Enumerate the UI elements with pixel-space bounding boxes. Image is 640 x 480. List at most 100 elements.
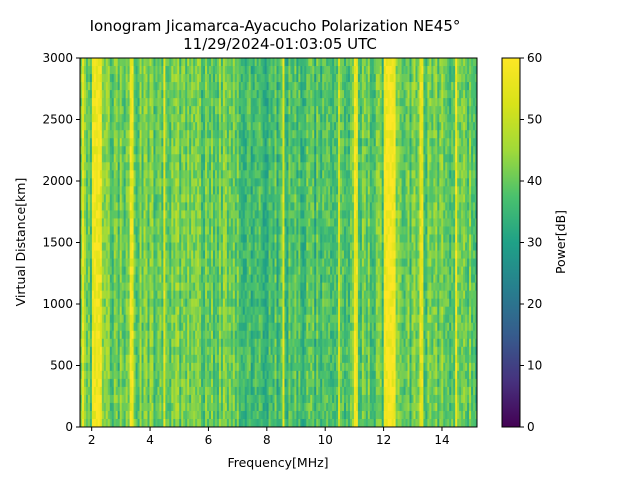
heatmap-cell bbox=[256, 146, 260, 155]
heatmap-cell bbox=[240, 354, 244, 364]
heatmap-cell bbox=[80, 218, 83, 227]
heatmap-cell bbox=[165, 242, 168, 251]
heatmap-cell bbox=[226, 98, 230, 107]
heatmap-cell bbox=[115, 74, 119, 83]
heatmap-cell bbox=[207, 226, 210, 235]
heatmap-cell bbox=[209, 410, 212, 420]
heatmap-cell bbox=[240, 162, 244, 171]
heatmap-cell bbox=[85, 226, 89, 235]
heatmap-cell bbox=[179, 410, 182, 420]
heatmap-cell bbox=[264, 114, 267, 123]
heatmap-cell bbox=[242, 346, 246, 356]
heatmap-cell bbox=[270, 362, 273, 372]
heatmap-cell bbox=[264, 418, 267, 427]
heatmap-cell bbox=[272, 242, 275, 251]
heatmap-cell bbox=[238, 290, 242, 300]
heatmap-cell bbox=[220, 322, 224, 332]
heatmap-cell bbox=[155, 362, 158, 372]
heatmap-cell bbox=[113, 178, 117, 187]
heatmap-cell bbox=[216, 218, 220, 227]
heatmap-cell bbox=[167, 106, 170, 115]
heatmap-cell bbox=[93, 170, 97, 179]
heatmap-cell bbox=[103, 178, 107, 187]
heatmap-cell bbox=[256, 186, 260, 195]
heatmap-cell bbox=[85, 322, 89, 332]
heatmap-cell bbox=[244, 314, 248, 324]
heatmap-cell bbox=[105, 418, 109, 427]
heatmap-cell bbox=[201, 362, 204, 372]
heatmap-cell bbox=[252, 114, 256, 123]
heatmap-cell bbox=[145, 250, 148, 259]
heatmap-cell bbox=[175, 322, 178, 332]
heatmap-cell bbox=[280, 378, 283, 388]
heatmap-cell bbox=[284, 82, 287, 91]
heatmap-cell bbox=[189, 234, 192, 243]
heatmap-cell bbox=[175, 338, 178, 348]
heatmap-cell bbox=[129, 122, 133, 131]
heatmap-cell bbox=[115, 346, 119, 356]
heatmap-cell bbox=[209, 130, 212, 139]
heatmap-cell bbox=[175, 282, 178, 292]
heatmap-cell bbox=[179, 362, 182, 372]
heatmap-cell bbox=[105, 378, 109, 388]
heatmap-cell bbox=[222, 354, 226, 364]
heatmap-cell bbox=[181, 346, 184, 356]
heatmap-cell bbox=[205, 234, 208, 243]
heatmap-cell bbox=[113, 234, 117, 243]
heatmap-cell bbox=[236, 402, 240, 412]
heatmap-cell bbox=[228, 74, 232, 83]
heatmap-cell bbox=[105, 210, 109, 219]
heatmap-cell bbox=[89, 154, 93, 163]
heatmap-cell bbox=[175, 66, 178, 75]
heatmap-cell bbox=[207, 306, 210, 316]
heatmap-cell bbox=[211, 186, 214, 195]
heatmap-cell bbox=[87, 386, 91, 396]
chart-title: Ionogram Jicamarca-Ayacucho Polarization… bbox=[90, 17, 461, 35]
heatmap-cell bbox=[236, 314, 240, 324]
heatmap-cell bbox=[125, 394, 129, 404]
heatmap-cell bbox=[218, 250, 222, 259]
heatmap-cell bbox=[197, 354, 200, 364]
heatmap-cell bbox=[105, 138, 109, 147]
heatmap-cell bbox=[236, 306, 240, 316]
heatmap-cell bbox=[103, 402, 107, 412]
heatmap-cell bbox=[274, 290, 277, 300]
heatmap-cell bbox=[171, 274, 174, 284]
heatmap-cell bbox=[179, 202, 182, 211]
heatmap-cell bbox=[258, 82, 262, 91]
heatmap-cell bbox=[248, 170, 252, 179]
heatmap-cell bbox=[274, 298, 277, 308]
heatmap-cell bbox=[145, 154, 148, 163]
heatmap-cell bbox=[99, 386, 103, 396]
heatmap-cell bbox=[141, 274, 144, 284]
heatmap-cell bbox=[278, 170, 281, 179]
heatmap-cell bbox=[209, 362, 212, 372]
heatmap-cell bbox=[125, 66, 129, 75]
heatmap-cell bbox=[203, 202, 206, 211]
heatmap-cell bbox=[203, 314, 206, 324]
heatmap-cell bbox=[85, 242, 89, 251]
heatmap-cell bbox=[80, 306, 83, 316]
heatmap-cell bbox=[167, 154, 170, 163]
heatmap-cell bbox=[270, 370, 273, 380]
heatmap-cell bbox=[153, 298, 156, 308]
heatmap-cell bbox=[207, 298, 210, 308]
heatmap-cell bbox=[81, 98, 85, 107]
heatmap-cell bbox=[284, 178, 287, 187]
heatmap-cell bbox=[193, 170, 196, 179]
heatmap-cell bbox=[278, 258, 281, 267]
heatmap-cell bbox=[121, 266, 125, 275]
heatmap-cell bbox=[133, 122, 136, 131]
heatmap-cell bbox=[234, 194, 238, 203]
heatmap-cell bbox=[147, 314, 150, 324]
heatmap-cell bbox=[119, 162, 123, 171]
heatmap-cell bbox=[85, 394, 89, 404]
heatmap-cell bbox=[117, 66, 121, 75]
heatmap-cell bbox=[87, 154, 91, 163]
heatmap-cell bbox=[226, 90, 230, 99]
heatmap-cell bbox=[236, 298, 240, 308]
heatmap-cell bbox=[109, 66, 113, 75]
heatmap-cell bbox=[117, 218, 121, 227]
heatmap-cell bbox=[165, 98, 168, 107]
heatmap-cell bbox=[117, 114, 121, 123]
